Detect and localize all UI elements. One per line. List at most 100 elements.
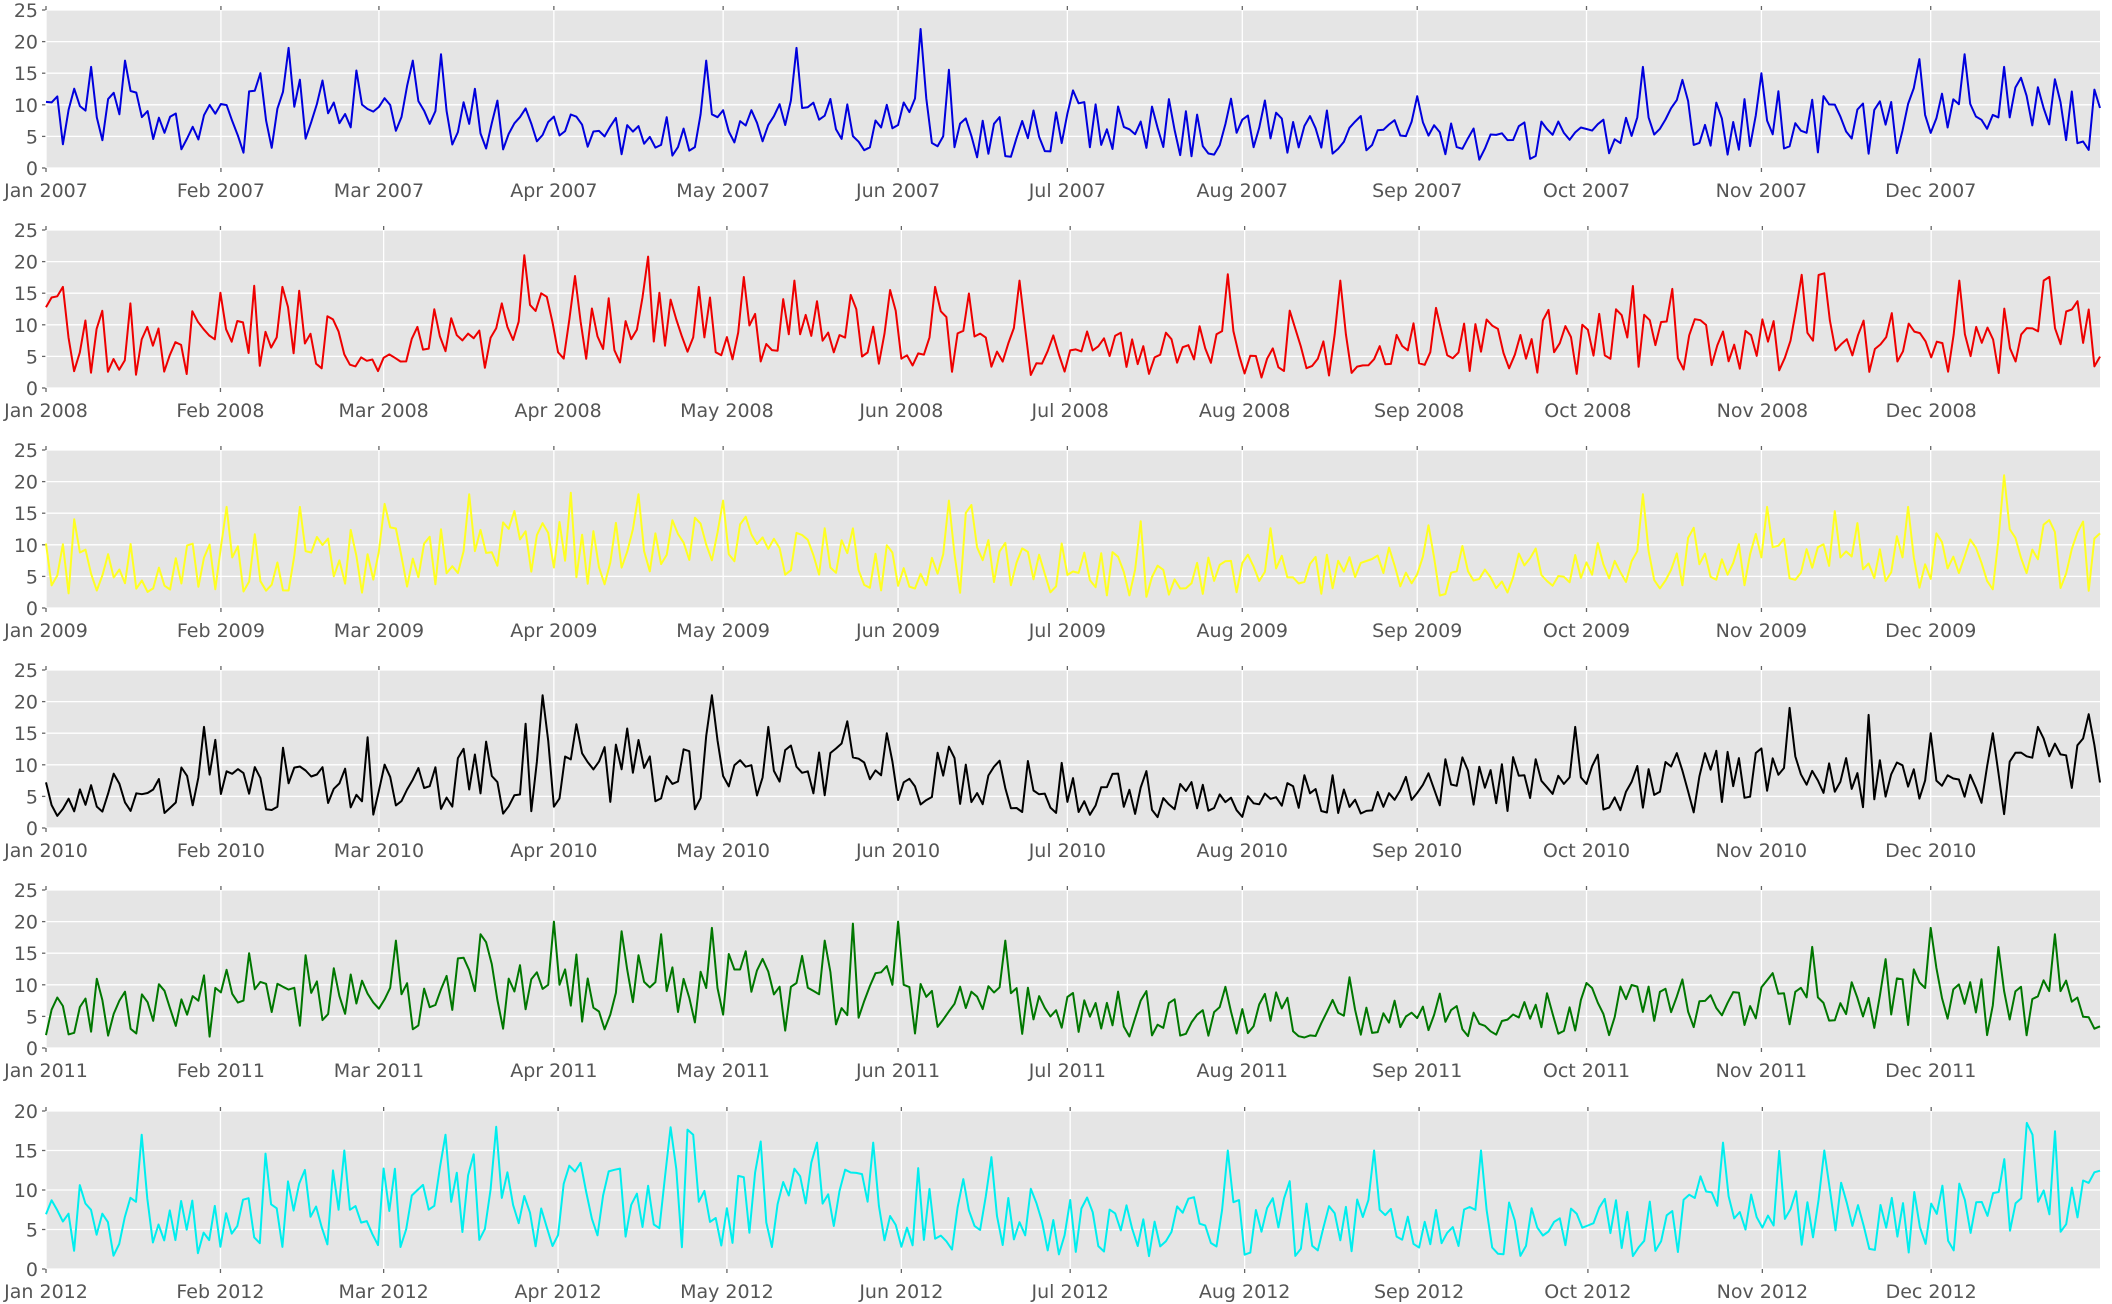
x-tick-label: Aug 2008	[1199, 400, 1291, 422]
x-tick-label: Jan 2011	[3, 1060, 88, 1082]
x-tick-label: May 2012	[680, 1281, 774, 1303]
subplot-2007: 0 5 10 15 20 25 Jan 2007 Feb 2007 Mar 2007 Apr 20…	[3, 0, 2101, 202]
x-tick-label: Jul 2008	[1031, 400, 1109, 422]
x-tick-label: Sep 2009	[1372, 620, 1462, 642]
y-tick-label: 20	[14, 252, 38, 274]
x-tick-label: Nov 2008	[1717, 400, 1808, 422]
y-tick-label: 5	[26, 786, 38, 808]
x-tick-label: Apr 2007	[510, 180, 597, 202]
plot-background	[46, 10, 2100, 168]
y-tick-label: 10	[14, 1180, 38, 1202]
y-tick-label: 0	[26, 378, 38, 400]
series-line-2009	[45, 474, 2101, 598]
series-line-2011	[45, 920, 2101, 1039]
x-tick-label: Feb 2011	[177, 1060, 265, 1082]
y-tick-label: 5	[26, 126, 38, 148]
x-tick-label: Jun 2012	[858, 1281, 943, 1303]
x-tick-label: Jun 2007	[855, 180, 940, 202]
y-tick-label: 15	[14, 723, 38, 745]
x-tick-label: Oct 2009	[1543, 620, 1630, 642]
y-tick-label: 10	[14, 95, 38, 117]
x-tick-label: Jun 2008	[858, 400, 943, 422]
y-tick-label: 15	[14, 503, 38, 525]
subplot-2009: 0 5 10 15 20 25 Jan 2009 Feb 2009 Mar 2009 Apr 20…	[3, 440, 2101, 642]
x-tick-label: Feb 2007	[177, 180, 265, 202]
y-tick-label: 25	[14, 660, 38, 682]
x-tick-label: Dec 2012	[1886, 1281, 1977, 1303]
x-tick-label: Feb 2009	[177, 620, 265, 642]
y-tick-label: 10	[14, 315, 38, 337]
x-tick-label: Jan 2010	[3, 840, 88, 862]
y-tick-label: 20	[14, 32, 38, 54]
subplot-2012: 0 5 10 15 20 Jan 2012 Feb 2012 Mar 2012 Apr 2012…	[3, 1101, 2101, 1303]
x-tick-label: Jan 2012	[3, 1281, 88, 1303]
x-tick-label: Jan 2008	[3, 400, 88, 422]
x-tick-label: Sep 2011	[1372, 1060, 1462, 1082]
y-tick-label: 15	[14, 1141, 38, 1163]
y-tick-label: 10	[14, 755, 38, 777]
x-tick-label: May 2008	[680, 400, 774, 422]
x-tick-label: Mar 2010	[334, 840, 424, 862]
y-tick-label: 20	[14, 472, 38, 494]
x-tick-label: Feb 2010	[177, 840, 265, 862]
x-tick-label: Aug 2007	[1197, 180, 1289, 202]
x-tick-label: Jul 2012	[1031, 1281, 1109, 1303]
y-tick-label: 0	[26, 1038, 38, 1060]
x-tick-label: Oct 2012	[1544, 1281, 1631, 1303]
x-tick-label: Sep 2007	[1372, 180, 1462, 202]
series-line-2012	[45, 1121, 2101, 1258]
x-tick-label: Mar 2008	[339, 400, 429, 422]
subplot-2011: 0 5 10 15 20 25 Jan 2011 Feb 2011 Mar 2011 Apr 20…	[3, 880, 2101, 1082]
x-tick-label: Apr 2009	[510, 620, 597, 642]
x-tick-label: Jun 2011	[855, 1060, 940, 1082]
x-tick-label: Jun 2010	[855, 840, 940, 862]
x-tick-label: Oct 2011	[1543, 1060, 1630, 1082]
x-tick-label: Aug 2009	[1197, 620, 1289, 642]
x-tick-label: Oct 2008	[1544, 400, 1631, 422]
x-tick-label: Jul 2010	[1028, 840, 1106, 862]
x-tick-label: Apr 2012	[514, 1281, 601, 1303]
plot-background	[46, 890, 2100, 1048]
x-tick-label: Jan 2009	[3, 620, 88, 642]
x-tick-label: Nov 2012	[1717, 1281, 1808, 1303]
y-tick-label: 25	[14, 0, 38, 22]
x-tick-label: Nov 2011	[1716, 1060, 1807, 1082]
y-tick-label: 0	[26, 598, 38, 620]
x-tick-label: Sep 2008	[1374, 400, 1464, 422]
x-tick-label: Dec 2007	[1885, 180, 1976, 202]
x-tick-label: Mar 2011	[334, 1060, 424, 1082]
y-tick-label: 15	[14, 943, 38, 965]
x-tick-label: Dec 2008	[1886, 400, 1977, 422]
x-tick-label: Mar 2009	[334, 620, 424, 642]
series-line-2010	[45, 694, 2101, 819]
x-tick-label: Feb 2012	[176, 1281, 264, 1303]
y-tick-label: 25	[14, 440, 38, 462]
x-tick-label: Sep 2010	[1372, 840, 1462, 862]
y-tick-label: 0	[26, 818, 38, 840]
subplot-2008: 0 5 10 15 20 25 Jan 2008 Feb 2008 Mar 2008 Apr 20…	[3, 220, 2101, 422]
x-tick-label: May 2009	[676, 620, 770, 642]
y-tick-label: 25	[14, 880, 38, 902]
series-line-2008	[45, 254, 2101, 379]
x-tick-label: Sep 2012	[1374, 1281, 1464, 1303]
x-tick-label: Jul 2009	[1028, 620, 1106, 642]
x-tick-label: Apr 2011	[510, 1060, 597, 1082]
x-tick-label: Mar 2007	[334, 180, 424, 202]
plot-background	[46, 230, 2100, 388]
y-tick-label: 15	[14, 283, 38, 305]
subplot-2010: 0 5 10 15 20 25 Jan 2010 Feb 2010 Mar 2010 Apr 20…	[3, 660, 2101, 862]
x-tick-label: May 2007	[676, 180, 770, 202]
y-tick-label: 5	[26, 346, 38, 368]
x-tick-label: Aug 2011	[1197, 1060, 1289, 1082]
y-tick-label: 10	[14, 975, 38, 997]
x-tick-label: Apr 2008	[514, 400, 601, 422]
x-tick-label: Apr 2010	[510, 840, 597, 862]
y-tick-label: 5	[26, 1220, 38, 1242]
y-tick-label: 5	[26, 1006, 38, 1028]
x-tick-label: Jun 2009	[855, 620, 940, 642]
x-tick-label: Nov 2009	[1716, 620, 1807, 642]
x-tick-label: Jul 2011	[1028, 1060, 1106, 1082]
x-tick-label: Nov 2007	[1716, 180, 1807, 202]
x-tick-label: Dec 2009	[1885, 620, 1976, 642]
